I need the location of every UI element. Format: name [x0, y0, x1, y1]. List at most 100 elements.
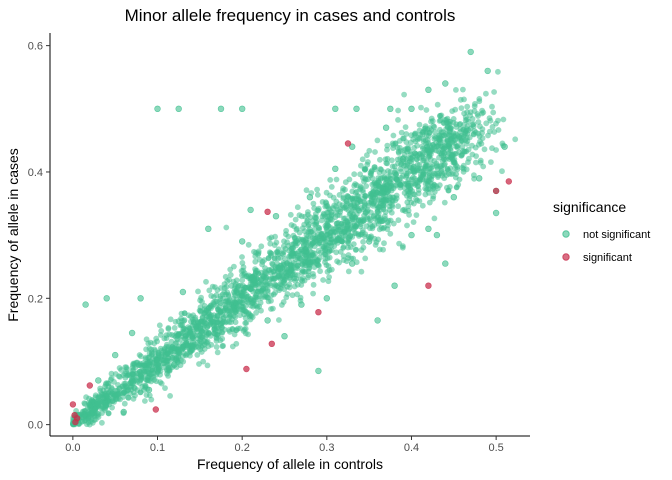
band-point [455, 181, 462, 188]
band-point [155, 367, 162, 374]
band-point [132, 392, 138, 399]
point-not-significant [492, 209, 500, 217]
band-point [275, 285, 282, 291]
band-point [358, 205, 364, 211]
band-point [457, 96, 464, 103]
band-point [164, 346, 171, 353]
band-point [262, 265, 268, 271]
band-point [314, 191, 321, 198]
point-not-significant [391, 282, 398, 289]
band-point [459, 164, 466, 171]
band-point [360, 239, 366, 245]
band-point [395, 203, 401, 210]
point-not-significant [442, 260, 449, 267]
band-point [357, 223, 364, 230]
band-point [167, 393, 174, 399]
point-not-significant [179, 288, 187, 296]
point-significant [268, 340, 275, 347]
band-point [364, 152, 370, 159]
band-point [430, 186, 436, 192]
band-point [471, 103, 478, 110]
band-point [161, 364, 167, 371]
band-point [185, 342, 191, 349]
band-point [413, 212, 420, 219]
band-point [213, 344, 220, 350]
band-point [356, 193, 362, 200]
band-point [266, 235, 273, 242]
band-point [147, 339, 154, 346]
band-point [430, 195, 436, 202]
band-point [310, 271, 316, 277]
band-point [227, 266, 234, 273]
band-point [316, 225, 323, 232]
band-point [108, 370, 115, 377]
point-not-significant [349, 260, 356, 267]
x-tick-label: 0.1 [150, 442, 165, 454]
band-point [400, 243, 406, 250]
band-point [434, 101, 441, 108]
band-point [157, 345, 164, 352]
band-point [412, 130, 418, 137]
point-not-significant [349, 143, 356, 150]
band-point [395, 217, 402, 224]
band-point [428, 174, 435, 180]
band-point [364, 161, 371, 168]
band-point [454, 143, 461, 149]
band-point [136, 352, 143, 358]
band-point [298, 276, 304, 283]
band-point [271, 275, 277, 282]
band-point [426, 199, 433, 206]
y-tick-label: 0.2 [28, 293, 43, 305]
band-point [231, 289, 237, 295]
band-point [323, 189, 330, 196]
band-point [190, 333, 197, 340]
band-point [409, 180, 416, 187]
point-not-significant [298, 301, 305, 308]
band-point [328, 209, 335, 216]
band-point [425, 149, 432, 155]
band-point [314, 186, 320, 193]
band-point [428, 118, 434, 125]
band-point [416, 135, 423, 142]
band-point [486, 128, 493, 135]
band-point [315, 205, 322, 212]
band-point [334, 258, 340, 265]
band-point [363, 183, 370, 190]
band-point [205, 330, 212, 336]
band-point [192, 316, 198, 323]
band-point [310, 200, 317, 207]
band-point [328, 266, 335, 273]
band-point [211, 323, 218, 329]
band-point [245, 296, 252, 303]
band-point [198, 349, 205, 355]
band-point [334, 206, 341, 213]
band-point [376, 226, 383, 233]
band-point [495, 68, 501, 75]
band-point [447, 118, 454, 125]
band-point [81, 400, 88, 406]
band-point [228, 319, 235, 325]
band-point [194, 352, 201, 358]
band-point [483, 120, 490, 127]
band-point [493, 147, 499, 153]
band-point [384, 160, 391, 167]
band-point [271, 242, 278, 249]
band-point [374, 197, 380, 204]
band-point [239, 254, 245, 260]
point-not-significant [239, 238, 246, 245]
band-point [116, 385, 123, 392]
band-point [475, 113, 481, 119]
band-point [435, 185, 441, 192]
band-point [322, 250, 329, 257]
band-point [226, 276, 233, 283]
band-point [158, 328, 165, 334]
band-point [463, 166, 470, 173]
legend: significance not significant significant [553, 199, 650, 264]
band-point [359, 187, 366, 194]
band-point [405, 146, 412, 153]
band-point [416, 121, 423, 128]
band-point [316, 262, 322, 269]
band-point [384, 155, 391, 162]
band-point [439, 146, 445, 153]
band-point [327, 177, 334, 183]
